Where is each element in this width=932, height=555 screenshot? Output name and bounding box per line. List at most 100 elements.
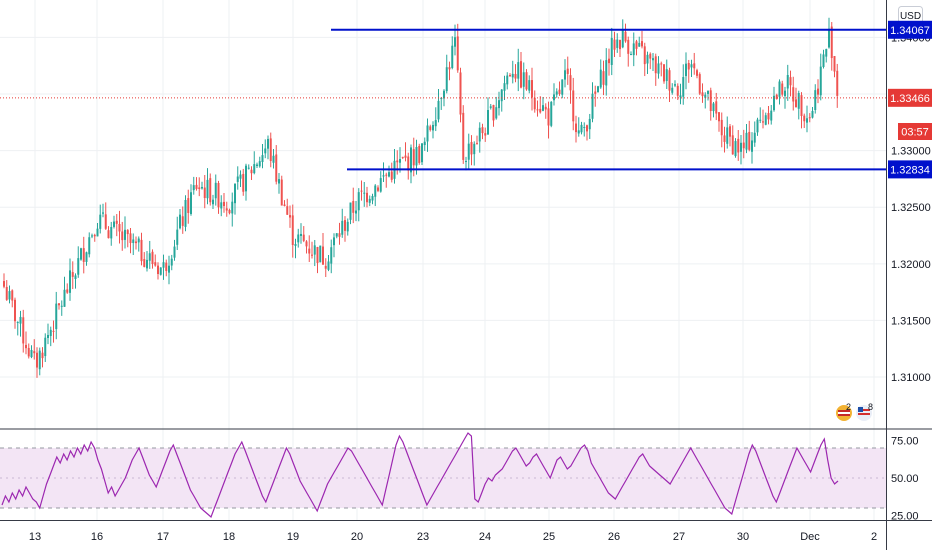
candle[interactable]: [569, 68, 572, 104]
candle[interactable]: [203, 174, 206, 209]
candle[interactable]: [817, 79, 819, 104]
candle[interactable]: [690, 59, 693, 77]
candle[interactable]: [22, 309, 25, 353]
candle[interactable]: [151, 249, 154, 269]
candle[interactable]: [668, 67, 671, 103]
candle[interactable]: [146, 250, 148, 272]
candle[interactable]: [635, 39, 638, 56]
candle[interactable]: [663, 64, 665, 84]
candle[interactable]: [803, 113, 806, 128]
candle[interactable]: [756, 117, 759, 136]
candle[interactable]: [536, 100, 539, 117]
candle[interactable]: [770, 104, 773, 125]
candle[interactable]: [88, 232, 91, 258]
candle[interactable]: [553, 83, 555, 106]
candle[interactable]: [547, 101, 550, 139]
candle[interactable]: [341, 208, 344, 238]
candle[interactable]: [173, 239, 176, 261]
candle[interactable]: [624, 23, 627, 43]
candle[interactable]: [421, 143, 423, 165]
candle[interactable]: [715, 92, 718, 121]
candle[interactable]: [223, 192, 225, 213]
candle[interactable]: [181, 206, 184, 234]
candle[interactable]: [294, 238, 297, 259]
candle[interactable]: [93, 233, 96, 242]
candle[interactable]: [126, 229, 129, 248]
candle[interactable]: [60, 300, 63, 316]
candle[interactable]: [5, 280, 8, 301]
candle[interactable]: [605, 48, 608, 96]
candle[interactable]: [192, 176, 195, 195]
candle[interactable]: [184, 195, 187, 232]
candle[interactable]: [737, 130, 740, 161]
candle[interactable]: [707, 90, 709, 101]
candle[interactable]: [456, 23, 459, 73]
candle[interactable]: [814, 84, 817, 114]
candle[interactable]: [253, 151, 256, 175]
candle[interactable]: [621, 19, 624, 49]
candle[interactable]: [503, 75, 506, 100]
candle[interactable]: [613, 31, 616, 57]
candle[interactable]: [448, 61, 451, 81]
candle[interactable]: [580, 121, 583, 135]
candle[interactable]: [418, 143, 421, 165]
candle[interactable]: [597, 85, 599, 93]
candle[interactable]: [168, 255, 170, 285]
candle[interactable]: [322, 232, 324, 265]
candle[interactable]: [91, 233, 93, 239]
candle[interactable]: [300, 223, 302, 244]
candle[interactable]: [102, 203, 104, 218]
candle[interactable]: [533, 90, 536, 113]
candle[interactable]: [657, 56, 660, 79]
candle[interactable]: [462, 105, 465, 164]
candle[interactable]: [11, 289, 14, 308]
candle[interactable]: [360, 180, 363, 201]
candle[interactable]: [363, 181, 366, 207]
candle[interactable]: [27, 343, 30, 359]
candle[interactable]: [759, 107, 762, 124]
candle[interactable]: [696, 68, 698, 79]
candle[interactable]: [698, 72, 701, 96]
candle[interactable]: [822, 49, 825, 69]
candle[interactable]: [382, 162, 385, 183]
candle[interactable]: [476, 135, 478, 145]
candle[interactable]: [484, 127, 487, 142]
candle[interactable]: [82, 236, 85, 274]
candle[interactable]: [165, 259, 168, 277]
candle[interactable]: [69, 258, 71, 301]
horizontal-levels[interactable]: [0, 28, 886, 171]
candle[interactable]: [676, 83, 679, 100]
candle[interactable]: [627, 36, 630, 67]
candle[interactable]: [283, 200, 286, 207]
candle[interactable]: [473, 141, 476, 166]
candle[interactable]: [335, 233, 338, 239]
price-axis[interactable]: 1.310001.315001.320001.325001.330001.340…: [891, 32, 931, 384]
candle[interactable]: [195, 177, 198, 191]
candles[interactable]: [3, 17, 839, 378]
candle[interactable]: [588, 113, 591, 140]
candle[interactable]: [467, 133, 470, 170]
candle[interactable]: [718, 111, 720, 132]
candle[interactable]: [280, 175, 283, 206]
candle[interactable]: [157, 262, 159, 280]
candle[interactable]: [261, 143, 264, 169]
candle[interactable]: [811, 106, 814, 119]
candle[interactable]: [38, 347, 41, 376]
candle[interactable]: [52, 320, 55, 343]
candle[interactable]: [693, 52, 696, 75]
candle[interactable]: [71, 261, 74, 290]
candle[interactable]: [311, 241, 313, 259]
candle[interactable]: [19, 310, 22, 337]
candle[interactable]: [671, 83, 674, 95]
candle[interactable]: [187, 189, 190, 224]
candle[interactable]: [371, 193, 374, 205]
candle[interactable]: [305, 240, 308, 254]
candle[interactable]: [753, 121, 756, 147]
candle[interactable]: [49, 326, 52, 347]
candle[interactable]: [176, 216, 179, 251]
us-flag-event[interactable]: 8: [856, 402, 873, 421]
candle[interactable]: [231, 192, 234, 227]
candle[interactable]: [324, 258, 327, 278]
candle[interactable]: [137, 236, 140, 252]
candle[interactable]: [506, 72, 509, 90]
